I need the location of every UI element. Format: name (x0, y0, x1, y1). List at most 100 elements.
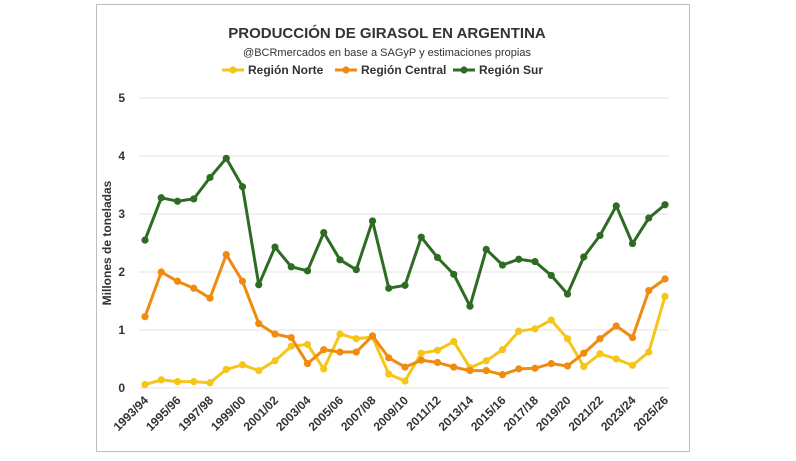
data-point (596, 350, 604, 358)
data-point (271, 357, 279, 365)
chart-legend: Región Norte Región Central Región Sur (222, 63, 543, 77)
data-point (531, 257, 539, 266)
data-point (271, 330, 279, 338)
data-point (320, 365, 328, 373)
data-point (222, 365, 230, 374)
data-point (303, 267, 312, 275)
data-point (206, 294, 214, 302)
chart-title: PRODUCCIÓN DE GIRASOL EN ARGENTINA (228, 24, 546, 42)
legend-label: Región Central (361, 63, 446, 77)
data-point (498, 371, 507, 379)
data-point (547, 360, 555, 368)
series-regi-n-norte (141, 292, 669, 389)
y-tick-label: 2 (118, 265, 125, 279)
x-tick-label: 2013/14 (436, 393, 477, 434)
data-point (645, 348, 653, 356)
series-line (143, 253, 666, 377)
data-point (563, 290, 572, 298)
x-tick-label: 2009/10 (371, 393, 412, 434)
x-tick-label: 2025/26 (631, 393, 672, 434)
data-point (271, 243, 279, 251)
data-point (498, 346, 507, 354)
data-point (580, 349, 588, 357)
x-tick-label: 2005/06 (306, 393, 347, 434)
data-point (515, 255, 523, 263)
data-point (482, 245, 490, 253)
legend-label: Región Norte (248, 63, 324, 77)
data-point (352, 335, 360, 343)
data-point (563, 362, 572, 370)
x-tick-label: 2023/24 (598, 393, 639, 434)
data-point (612, 355, 620, 363)
x-tick-label: 2007/08 (338, 393, 379, 434)
data-point (596, 231, 604, 240)
data-point (303, 360, 312, 368)
data-point (287, 342, 295, 350)
data-point (255, 367, 263, 375)
data-point (190, 195, 198, 203)
chart-subtitle: @BCRmercados en base a SAGyP y estimacio… (243, 47, 531, 59)
data-point (612, 202, 620, 210)
x-tick-label: 2015/16 (468, 393, 509, 434)
y-tick-label: 5 (118, 91, 125, 105)
data-point (450, 363, 458, 371)
data-point (173, 197, 182, 205)
x-tick-label: 1999/00 (208, 393, 249, 434)
x-tick-label: 1993/94 (111, 393, 152, 434)
y-tick-label: 3 (118, 207, 125, 221)
chart-svg: PRODUCCIÓN DE GIRASOL EN ARGENTINA @BCRm… (100, 24, 672, 434)
data-point (157, 376, 165, 384)
data-point (466, 302, 474, 310)
data-point (157, 268, 165, 276)
data-point (401, 281, 409, 289)
data-point (482, 357, 490, 365)
legend-swatch-marker (229, 66, 237, 74)
data-point (433, 253, 442, 262)
data-point (433, 346, 442, 354)
data-point (303, 340, 312, 349)
series-group (141, 154, 669, 389)
data-point (336, 330, 344, 338)
data-point (255, 281, 263, 289)
data-point (450, 338, 458, 346)
data-point (580, 253, 588, 261)
data-point (661, 275, 669, 283)
series-regi-n-central (141, 251, 669, 379)
x-tick-label: 2019/20 (533, 393, 574, 434)
data-point (645, 286, 653, 295)
data-point (661, 201, 669, 209)
data-point (628, 333, 637, 342)
data-point (368, 332, 377, 340)
data-point (417, 233, 425, 241)
data-point (645, 214, 653, 222)
legend-swatch-marker (342, 66, 350, 74)
x-tick-label: 2017/18 (501, 393, 542, 434)
data-point (612, 322, 620, 330)
data-point (515, 327, 523, 335)
series-regi-n-sur (141, 154, 669, 310)
data-point (498, 261, 507, 269)
data-point (547, 271, 555, 280)
data-point (531, 325, 539, 333)
data-point (563, 335, 572, 343)
data-point (238, 277, 247, 285)
data-point (141, 236, 149, 244)
data-point (352, 266, 360, 274)
legend-label: Región Sur (479, 63, 543, 77)
data-point (238, 183, 247, 191)
legend-item: Región Central (335, 63, 446, 77)
x-axis-ticks: 1993/941995/961997/981999/002001/022003/… (111, 393, 672, 434)
data-point (173, 277, 182, 285)
y-axis-ticks: 0 1 2 3 4 5 (118, 91, 125, 395)
data-point (238, 361, 247, 369)
data-point (385, 354, 393, 362)
data-point (385, 284, 393, 292)
data-point (450, 270, 458, 278)
data-point (401, 377, 409, 385)
data-point (580, 362, 588, 371)
data-point (320, 228, 328, 237)
data-point (368, 217, 377, 225)
y-tick-label: 0 (118, 381, 125, 395)
x-tick-label: 2021/22 (566, 393, 607, 434)
data-point (206, 379, 214, 387)
